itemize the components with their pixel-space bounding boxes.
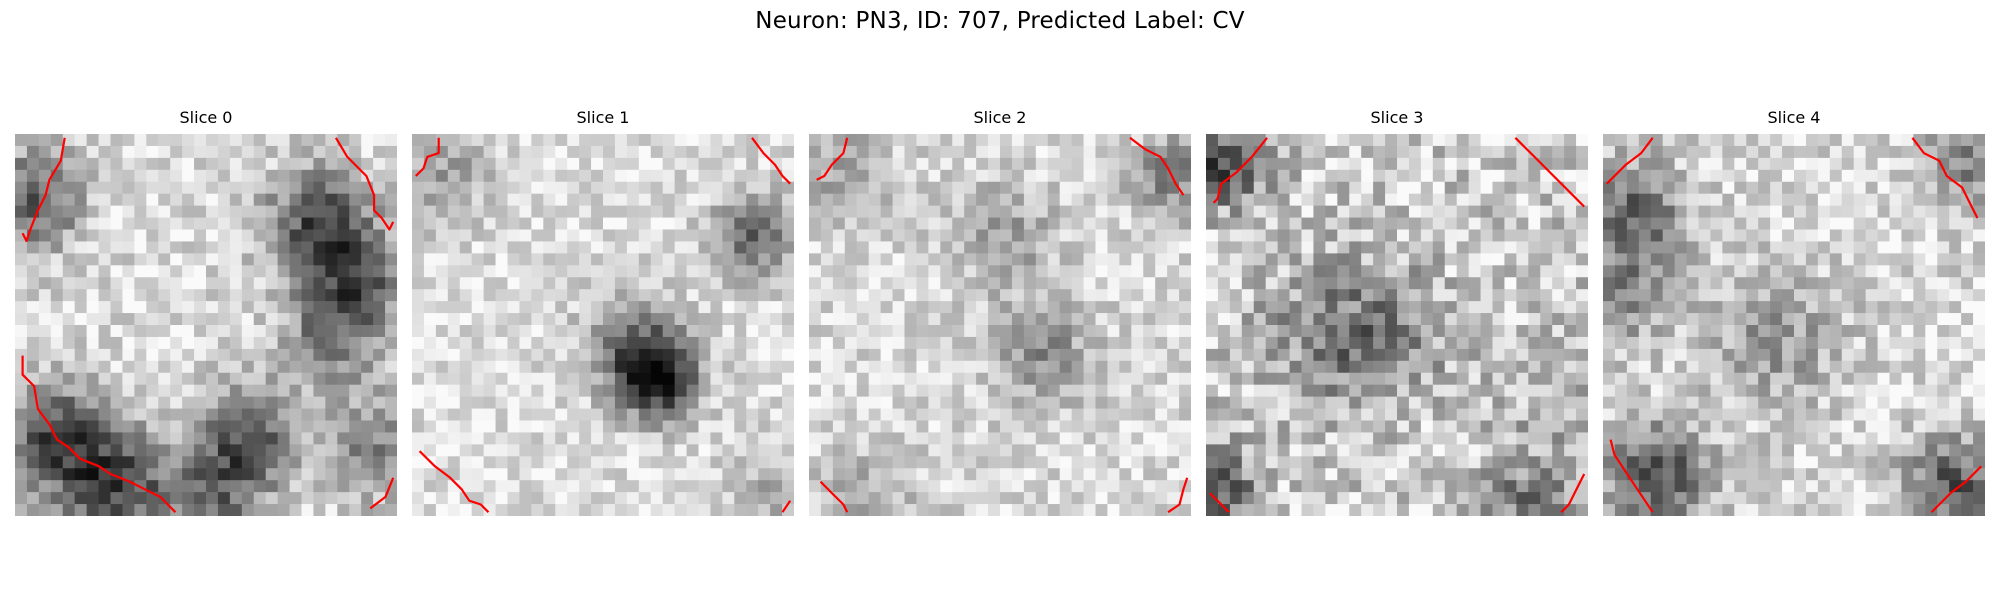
- contour-line: [1911, 137, 1979, 219]
- slice-title: Slice 0: [179, 108, 233, 127]
- figure-title: Neuron: PN3, ID: 707, Predicted Label: C…: [755, 8, 1245, 34]
- contour-line: [1609, 439, 1654, 513]
- contour-line: [1560, 473, 1586, 513]
- slice-title: Slice 1: [576, 108, 630, 127]
- contour-line: [1606, 137, 1654, 185]
- slice-image: [1206, 134, 1588, 516]
- slice-image: [1603, 134, 1985, 516]
- contour-line: [415, 137, 440, 177]
- contour-line: [1514, 137, 1585, 208]
- contour-line: [819, 480, 849, 513]
- slice-image: [809, 134, 1191, 516]
- contour-line: [1167, 477, 1189, 514]
- contour-line: [334, 137, 395, 231]
- slice-image: [412, 134, 794, 516]
- contour-line: [781, 500, 792, 513]
- contour-line: [418, 450, 490, 513]
- slice-title: Slice 3: [1370, 108, 1424, 127]
- slice-image: [15, 134, 397, 516]
- slice-title: Slice 4: [1767, 108, 1821, 127]
- contour-line: [369, 477, 395, 510]
- pixel-grid: [412, 134, 794, 516]
- pixel-grid: [809, 134, 1191, 516]
- contour-line: [751, 137, 791, 185]
- contour-line: [1209, 492, 1230, 513]
- contour-line: [21, 137, 66, 243]
- contour-line: [21, 355, 177, 513]
- slice-title: Slice 2: [973, 108, 1027, 127]
- contour-line: [1930, 465, 1982, 513]
- pixel-grid: [1603, 134, 1985, 516]
- pixel-grid: [15, 134, 397, 516]
- contour-line: [1129, 136, 1185, 196]
- contour-line: [1212, 137, 1268, 204]
- pixel-grid: [1206, 134, 1588, 516]
- contour-line: [816, 137, 849, 181]
